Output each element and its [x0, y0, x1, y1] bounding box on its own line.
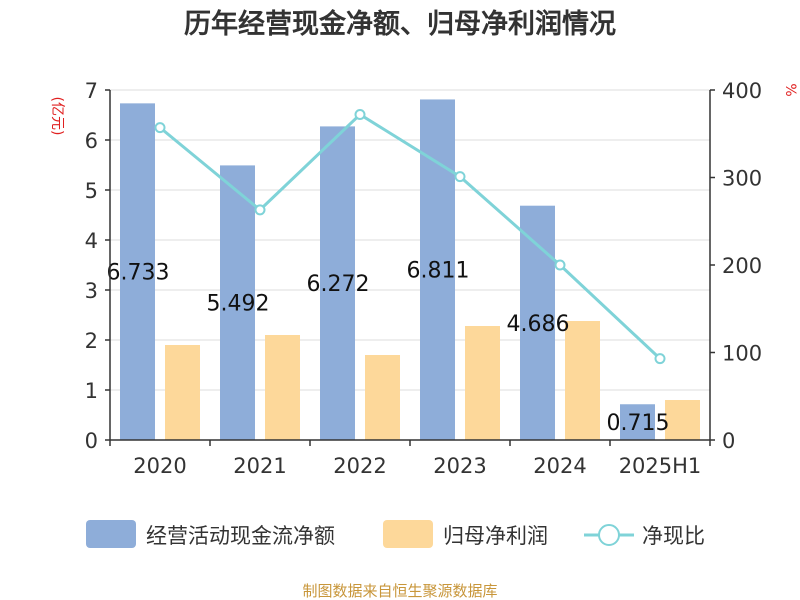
left-tick-label: 4 — [85, 229, 98, 253]
grid-lines — [110, 89, 710, 391]
axes: 0 1 2 3 4 5 6 7 0 100 200 300 400 2020 2021 2022 2023 202… — [85, 79, 762, 478]
bars — [120, 99, 700, 441]
cashflow-value-label: 0.715 — [607, 411, 670, 436]
chart-title: 历年经营现金净额、归母净利润情况 — [184, 8, 616, 40]
netprofit-bar — [365, 355, 400, 440]
ratio-point — [454, 171, 466, 183]
ratio-polyline — [159, 112, 662, 360]
netprofit-bar — [665, 400, 700, 440]
right-tick-label: 400 — [722, 79, 762, 103]
cashflow-value-label: 6.272 — [307, 272, 370, 297]
cashflow-value-label: 4.686 — [507, 312, 570, 337]
legend-label-netprofit: 归母净利润 — [443, 524, 548, 548]
left-tick-label: 7 — [85, 79, 98, 103]
cashflow-bar — [120, 103, 155, 440]
cashflow-bar — [220, 165, 255, 440]
right-tick-label: 300 — [722, 167, 762, 191]
right-axis-unit: % — [782, 83, 798, 96]
x-tick-label: 2021 — [233, 454, 286, 478]
x-tick-label: 2023 — [433, 454, 486, 478]
x-tick-label: 2025H1 — [619, 454, 702, 478]
legend-marker-ratio — [598, 524, 620, 546]
legend-swatch-cashflow — [86, 520, 136, 548]
legend-label-ratio: 净现比 — [642, 524, 705, 548]
right-tick-label: 200 — [722, 254, 762, 278]
ratio-point — [354, 109, 366, 120]
right-tick-label: 0 — [722, 429, 735, 453]
left-tick-label: 3 — [85, 279, 98, 303]
netprofit-bar — [565, 321, 600, 440]
data-labels: 6.733 5.492 6.272 6.811 4.686 0.715 — [107, 259, 670, 436]
ratio-point — [154, 122, 166, 134]
legend: 经营活动现金流净额 归母净利润 净现比 — [86, 520, 705, 548]
ratio-line — [154, 109, 666, 365]
legend-label-cashflow: 经营活动现金流净额 — [146, 524, 335, 548]
cashflow-value-label: 5.492 — [207, 292, 270, 317]
ratio-point — [254, 204, 266, 216]
ratio-point — [554, 259, 566, 271]
netprofit-bar — [465, 326, 500, 440]
legend-swatch-netprofit — [383, 520, 433, 548]
left-tick-label: 0 — [85, 429, 98, 453]
left-tick-label: 1 — [85, 379, 98, 403]
x-tick-label: 2020 — [133, 454, 186, 478]
left-tick-label: 6 — [85, 129, 98, 153]
x-tick-label: 2022 — [333, 454, 386, 478]
cashflow-value-label: 6.811 — [407, 259, 470, 284]
ratio-point — [654, 353, 666, 365]
left-tick-label: 5 — [85, 179, 98, 203]
left-tick-label: 2 — [85, 329, 98, 353]
x-tick-label: 2024 — [533, 454, 586, 478]
cashflow-bar — [320, 126, 355, 441]
cashflow-bar — [620, 404, 655, 440]
netprofit-bar — [165, 345, 200, 440]
right-tick-label: 100 — [722, 342, 762, 366]
netprofit-bar — [265, 335, 300, 440]
cashflow-value-label: 6.733 — [107, 261, 170, 286]
left-axis-unit: (亿元) — [49, 97, 65, 136]
source-note: 制图数据来自恒生聚源数据库 — [302, 582, 497, 600]
